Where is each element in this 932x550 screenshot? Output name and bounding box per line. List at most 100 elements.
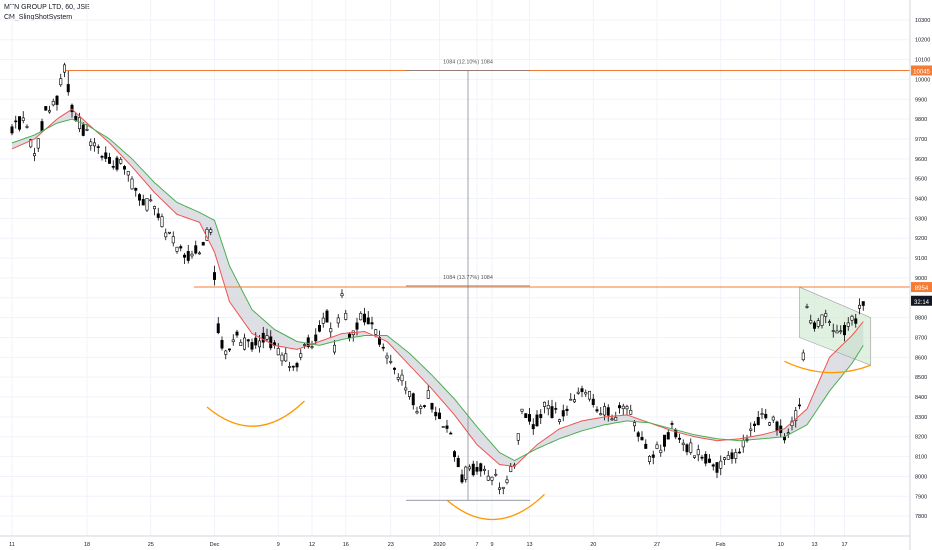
candle-body: [812, 322, 816, 329]
price-axis-tick: 10200: [915, 38, 930, 44]
candle-body: [505, 479, 509, 483]
price-axis-tick: 8300: [915, 415, 927, 421]
candle-body: [96, 146, 100, 148]
time-axis-tick: 2020: [433, 542, 445, 548]
candle-body: [100, 156, 104, 158]
candle-body: [198, 252, 202, 255]
candle-body: [546, 405, 550, 410]
candle-body: [411, 393, 415, 406]
candle-body: [640, 436, 644, 441]
price-axis-tick: 8000: [915, 474, 927, 480]
candle-body: [737, 451, 741, 454]
candle-body: [827, 321, 831, 323]
time-axis-tick: 13: [526, 542, 532, 548]
candle-body: [160, 216, 164, 228]
candle-body: [636, 432, 640, 437]
price-axis-tick: 9800: [915, 117, 927, 123]
candle-body: [153, 206, 157, 210]
level-price-label: 10045: [913, 69, 930, 75]
candle-body: [542, 401, 546, 407]
candle-body: [704, 453, 708, 464]
candle-body: [610, 418, 614, 421]
candle-body: [614, 417, 618, 421]
price-axis-tick: 9100: [915, 256, 927, 262]
candle-body: [70, 104, 74, 113]
candle-body: [520, 408, 524, 412]
candle-body: [265, 335, 269, 340]
candle-body: [40, 121, 44, 132]
candle-body: [839, 330, 843, 333]
candle-body: [426, 390, 430, 399]
measure-label: 1084 (13.77%) 1084: [443, 275, 493, 281]
candle-body: [734, 452, 738, 459]
candle-body: [81, 124, 85, 136]
indicator-name: CM_SlingShotSystem: [4, 14, 73, 21]
candle-body: [115, 157, 119, 170]
candle-body: [662, 434, 666, 447]
candle-body: [291, 365, 295, 368]
price-axis-tick: 8600: [915, 355, 927, 361]
candle-body: [190, 253, 194, 257]
time-axis-tick: 11: [9, 542, 15, 548]
candle-body: [310, 346, 314, 348]
candle-body: [404, 387, 408, 391]
candle-body: [599, 413, 603, 416]
candle-body: [490, 476, 494, 481]
candle-body: [224, 350, 228, 355]
candle-body: [228, 348, 232, 351]
candle-body: [475, 467, 479, 472]
candle-body: [123, 166, 127, 170]
candle-body: [527, 414, 531, 422]
candle-body: [655, 444, 659, 449]
candle-body: [816, 320, 820, 327]
time-axis-tick: 10: [778, 542, 784, 548]
candle-body: [730, 452, 734, 460]
price-axis-tick: 9700: [915, 137, 927, 143]
level-price-label: 8954: [915, 286, 929, 292]
price-axis-tick: 10100: [915, 58, 930, 64]
candle-body: [460, 474, 464, 483]
candle-body: [10, 126, 14, 134]
candle-body: [572, 399, 576, 403]
candle-body: [111, 166, 115, 168]
candle-body: [715, 462, 719, 473]
candle-body: [201, 242, 205, 246]
candle-body: [171, 236, 175, 244]
candle-body: [846, 322, 850, 327]
candle-body: [591, 398, 595, 406]
price-axis-tick: 9000: [915, 276, 927, 282]
candle-body: [51, 100, 55, 106]
candle-body: [831, 330, 835, 332]
candle-body: [497, 487, 501, 490]
candle-body: [531, 424, 535, 430]
time-axis-tick: 23: [388, 542, 394, 548]
candle-body: [557, 419, 561, 422]
candle-body: [535, 414, 539, 427]
candle-body: [842, 325, 846, 336]
rounded-bottom-arc: [784, 360, 871, 374]
candle-body: [243, 337, 247, 350]
candle-body: [235, 331, 239, 336]
candle-body: [569, 398, 573, 401]
chart-legend: MTN GROUP LTD, 60, JSE CM_SlingShotSyste…: [4, 3, 90, 23]
candle-body: [726, 455, 730, 460]
price-axis-tick: 8200: [915, 435, 927, 441]
candle-body: [269, 336, 273, 349]
candle-body: [366, 317, 370, 325]
candle-body: [760, 413, 764, 415]
candle-body: [786, 432, 790, 435]
candle-body: [55, 95, 59, 105]
candle-body: [59, 78, 63, 86]
candle-body: [355, 322, 359, 330]
candle-body: [722, 457, 726, 460]
candle-body: [89, 141, 93, 146]
candle-body: [17, 116, 21, 130]
candle-body: [561, 410, 565, 417]
candle-body: [464, 466, 468, 480]
candle-body: [445, 425, 449, 429]
candle-body: [666, 432, 670, 440]
candle-body: [179, 246, 183, 249]
candle-body: [659, 449, 663, 453]
time-axis-tick: Feb: [716, 542, 725, 548]
